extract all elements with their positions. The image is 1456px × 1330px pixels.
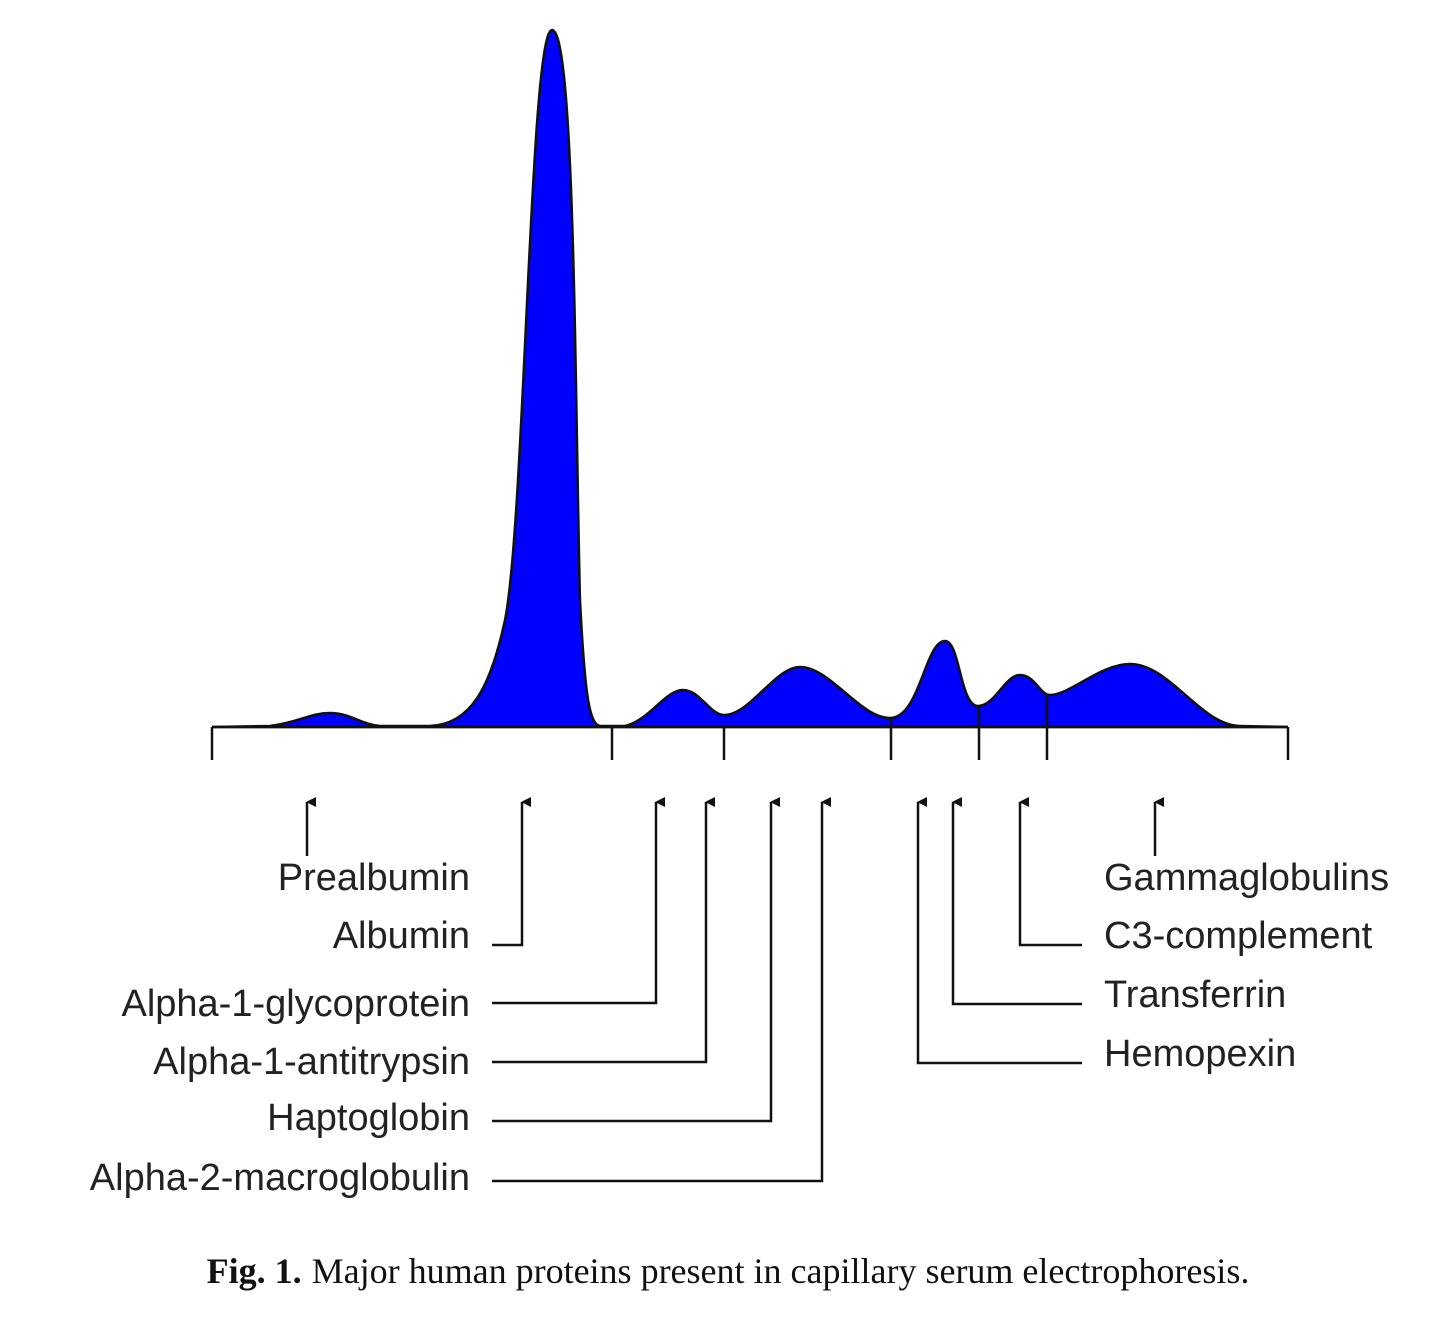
protein-label: Alpha-1-antitrypsin — [153, 1041, 470, 1083]
protein-label: Prealbumin — [278, 857, 470, 899]
protein-label: Albumin — [333, 915, 470, 957]
baseline-axis — [210, 695, 1290, 760]
caption-label: Fig. 1. — [207, 1251, 302, 1291]
electrophoresis-curve — [211, 28, 1289, 729]
protein-label: Transferrin — [1104, 974, 1286, 1016]
protein-label: Hemopexin — [1104, 1033, 1296, 1075]
caption: Fig. 1. Major human proteins present in c… — [207, 1251, 1250, 1291]
protein-label: Alpha-1-glycoprotein — [121, 983, 470, 1025]
protein-label: Haptoglobin — [267, 1097, 470, 1139]
protein-label: Alpha-2-macroglobulin — [90, 1157, 470, 1199]
caption-text: Major human proteins present in capillar… — [312, 1251, 1250, 1291]
protein-label: C3-complement — [1104, 915, 1373, 957]
connectors — [305, 797, 1164, 1183]
protein-label: Gammaglobulins — [1104, 857, 1389, 899]
